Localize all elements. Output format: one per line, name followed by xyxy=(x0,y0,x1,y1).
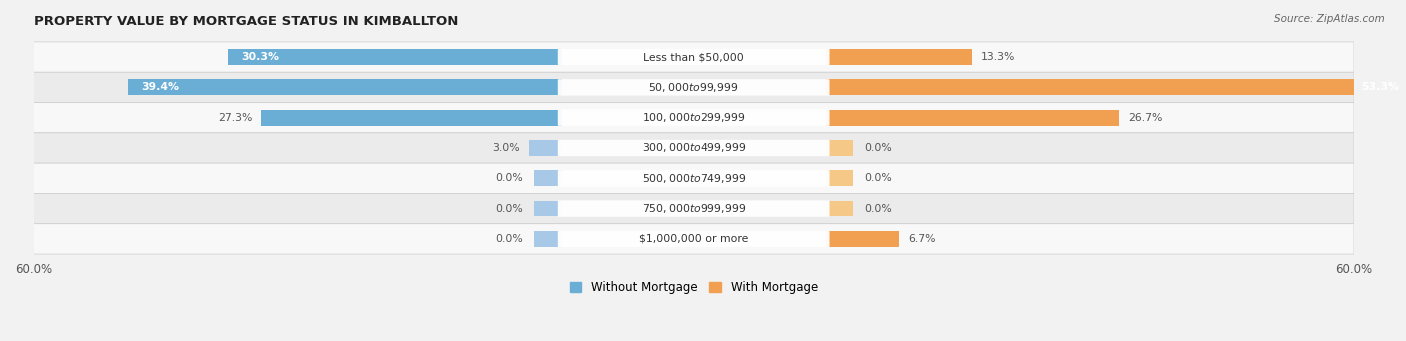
Bar xyxy=(534,231,561,247)
Text: $750,000 to $999,999: $750,000 to $999,999 xyxy=(641,202,745,215)
FancyBboxPatch shape xyxy=(34,224,1354,254)
Text: $50,000 to $99,999: $50,000 to $99,999 xyxy=(648,81,738,94)
Bar xyxy=(534,170,561,186)
Bar xyxy=(262,110,561,125)
Text: $300,000 to $499,999: $300,000 to $499,999 xyxy=(641,142,745,154)
Text: $100,000 to $299,999: $100,000 to $299,999 xyxy=(641,111,745,124)
Bar xyxy=(825,170,853,186)
FancyBboxPatch shape xyxy=(34,42,1354,72)
Text: 26.7%: 26.7% xyxy=(1128,113,1163,123)
Bar xyxy=(534,201,561,217)
Text: 30.3%: 30.3% xyxy=(242,52,280,62)
Text: Source: ZipAtlas.com: Source: ZipAtlas.com xyxy=(1274,14,1385,24)
Bar xyxy=(825,231,900,247)
FancyBboxPatch shape xyxy=(558,140,830,156)
Text: PROPERTY VALUE BY MORTGAGE STATUS IN KIMBALLTON: PROPERTY VALUE BY MORTGAGE STATUS IN KIM… xyxy=(34,15,458,28)
Bar xyxy=(825,49,972,65)
Text: 3.0%: 3.0% xyxy=(492,143,520,153)
Text: 6.7%: 6.7% xyxy=(908,234,936,244)
Text: 0.0%: 0.0% xyxy=(865,173,891,183)
FancyBboxPatch shape xyxy=(34,103,1354,133)
Text: 53.3%: 53.3% xyxy=(1361,83,1399,92)
FancyBboxPatch shape xyxy=(558,79,830,95)
FancyBboxPatch shape xyxy=(34,163,1354,193)
Text: 0.0%: 0.0% xyxy=(865,143,891,153)
Bar xyxy=(825,110,1119,125)
FancyBboxPatch shape xyxy=(558,109,830,126)
FancyBboxPatch shape xyxy=(558,201,830,217)
Legend: Without Mortgage, With Mortgage: Without Mortgage, With Mortgage xyxy=(565,277,823,299)
Text: 39.4%: 39.4% xyxy=(142,83,180,92)
Bar xyxy=(825,79,1406,95)
FancyBboxPatch shape xyxy=(34,133,1354,163)
Bar xyxy=(128,79,561,95)
Text: 0.0%: 0.0% xyxy=(865,204,891,213)
Text: 13.3%: 13.3% xyxy=(981,52,1015,62)
Bar xyxy=(228,49,561,65)
Bar xyxy=(825,140,853,156)
Text: 0.0%: 0.0% xyxy=(495,173,523,183)
Text: 0.0%: 0.0% xyxy=(495,234,523,244)
Text: 0.0%: 0.0% xyxy=(495,204,523,213)
FancyBboxPatch shape xyxy=(558,49,830,65)
Bar xyxy=(529,140,561,156)
FancyBboxPatch shape xyxy=(34,72,1354,103)
Bar xyxy=(825,201,853,217)
FancyBboxPatch shape xyxy=(34,193,1354,224)
Text: $1,000,000 or more: $1,000,000 or more xyxy=(638,234,748,244)
FancyBboxPatch shape xyxy=(558,231,830,247)
Text: $500,000 to $749,999: $500,000 to $749,999 xyxy=(641,172,745,185)
Text: 27.3%: 27.3% xyxy=(218,113,253,123)
FancyBboxPatch shape xyxy=(558,170,830,187)
Text: Less than $50,000: Less than $50,000 xyxy=(644,52,744,62)
